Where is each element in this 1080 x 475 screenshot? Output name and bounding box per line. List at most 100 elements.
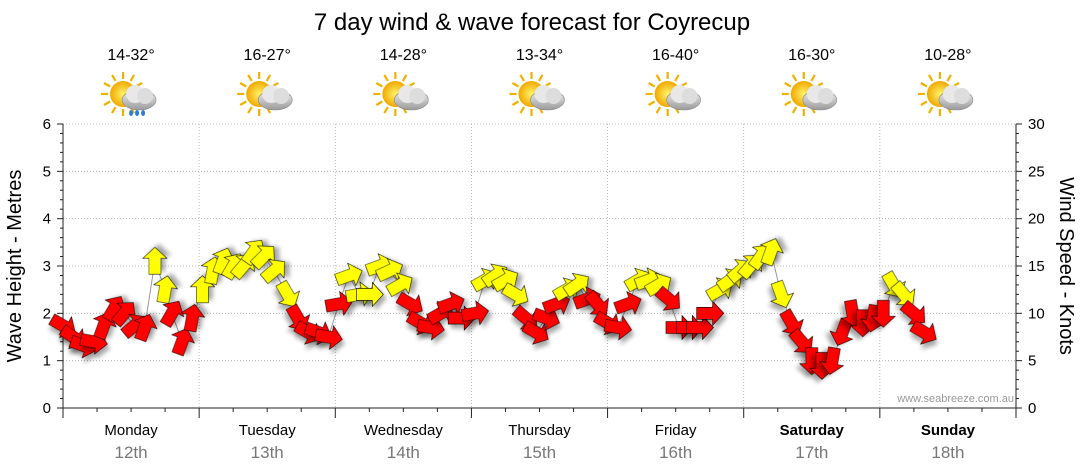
day-temp: 13-34° <box>516 47 563 64</box>
wind-arrow <box>275 279 301 307</box>
sun-ray <box>791 106 798 114</box>
sun-ray <box>648 82 656 88</box>
wind-arrow <box>531 307 560 332</box>
day-name: Saturday <box>780 422 845 439</box>
sun-ray <box>129 74 136 82</box>
sun-ray <box>265 74 272 82</box>
wind-arrow <box>180 303 206 333</box>
wind-arrow <box>603 315 632 341</box>
watermark: www.seabreeze.com.au <box>896 393 1014 405</box>
axes: 0 1 2 3 4 5 6 0 5 10 15 20 25 30 <box>43 116 1045 418</box>
wind-arrow <box>643 272 672 298</box>
day-name: Monday <box>104 422 158 439</box>
right-tick-label: 25 <box>1028 163 1045 180</box>
wind-arrow <box>521 320 549 345</box>
wind-arrow <box>314 324 343 351</box>
day-temp: 16-30° <box>788 47 835 64</box>
sun-ray <box>247 74 253 82</box>
left-tick-label: 5 <box>43 163 51 180</box>
wind-arrow <box>562 272 589 298</box>
wind-arrow <box>490 267 518 293</box>
day-name: Wednesday <box>364 422 443 439</box>
wind-arrow <box>142 246 168 275</box>
wind-arrow <box>909 320 937 345</box>
rain-drop <box>135 110 140 116</box>
cloud-puff <box>681 88 698 104</box>
wind-arrow <box>355 281 384 308</box>
wind-arrow <box>613 290 642 315</box>
day-date: 14th <box>387 443 420 462</box>
wind-arrow <box>259 259 286 285</box>
sun-ray <box>655 106 662 114</box>
cloud-puff <box>545 88 562 104</box>
day-name: Thursday <box>508 422 571 439</box>
sun-ray <box>383 106 389 114</box>
day-date: 15th <box>523 443 556 462</box>
cloud-puff <box>817 88 834 104</box>
cloud-puff <box>953 88 970 104</box>
wind-arrow <box>385 272 413 298</box>
left-tick-label: 2 <box>43 305 51 322</box>
sun-cloud-icon <box>917 72 974 116</box>
sun-ray <box>946 74 952 82</box>
sun-ray <box>519 106 525 114</box>
day-name: Friday <box>655 422 697 439</box>
cloud-puff <box>409 88 426 104</box>
day-labels: Monday 12th Tuesday 13th Wednesday 14th Thursd… <box>104 422 975 462</box>
wind-arrow <box>870 299 897 328</box>
wind-arrow <box>460 300 489 326</box>
sun-ray <box>239 100 247 106</box>
sun-ray <box>655 74 662 82</box>
cloud-puff <box>137 88 154 104</box>
wind-arrow <box>171 328 196 357</box>
sun-ray <box>375 82 383 88</box>
sun-cloud-icon <box>781 72 838 116</box>
right-tick-label: 0 <box>1028 400 1036 417</box>
weather-icons <box>101 72 974 116</box>
sun-ray <box>247 106 253 114</box>
day-date: 16th <box>659 443 692 462</box>
sun-ray <box>927 74 934 82</box>
wind-arrow <box>819 346 845 375</box>
wind-arrow <box>374 257 403 283</box>
day-name: Sunday <box>921 422 976 439</box>
wind-arrow <box>110 302 136 328</box>
wind-arrows <box>48 238 937 380</box>
wind-arrow <box>324 290 353 317</box>
day-temp: 16-40° <box>652 47 699 64</box>
day-date: 18th <box>931 443 964 462</box>
wind-arrow <box>696 300 725 327</box>
wind-arrow <box>159 300 185 328</box>
left-tick-label: 0 <box>43 400 51 417</box>
wind-arrow <box>334 262 363 287</box>
left-tick-label: 6 <box>43 116 51 133</box>
sun-ray <box>920 82 928 88</box>
wind-arrow <box>654 285 680 311</box>
wind-arrow <box>686 314 714 341</box>
wind-arrow <box>770 279 795 308</box>
sun-ray <box>648 100 656 106</box>
sun-cloud-rain-icon <box>101 72 157 116</box>
sun-ray <box>111 74 117 82</box>
sun-ray <box>103 82 111 88</box>
right-tick-label: 5 <box>1028 353 1036 370</box>
left-tick-label: 1 <box>43 353 51 370</box>
sun-ray <box>103 100 111 106</box>
sun-ray <box>519 74 525 82</box>
day-date: 13th <box>251 443 284 462</box>
sun-ray <box>239 82 247 88</box>
right-tick-label: 30 <box>1028 116 1045 133</box>
wind-arrow <box>759 238 784 267</box>
sun-cloud-icon <box>645 72 701 116</box>
right-axis-label: Wind Speed - Knots <box>1055 177 1077 355</box>
day-temp: 14-32° <box>107 47 154 64</box>
sun-ray <box>511 100 520 106</box>
sun-ray <box>111 106 117 114</box>
day-temperatures: 14-32° 16-27° 14-28° 13-34° 16-40° 16-30° 10-2… <box>107 47 971 64</box>
wind-arrow <box>829 317 854 346</box>
sun-ray <box>383 74 389 82</box>
day-name: Tuesday <box>239 422 296 439</box>
day-temp: 14-28° <box>380 47 427 64</box>
sun-ray <box>784 100 792 106</box>
